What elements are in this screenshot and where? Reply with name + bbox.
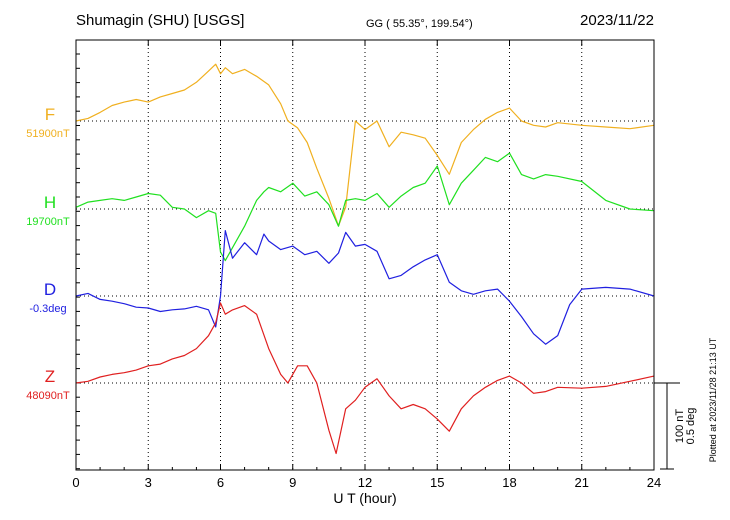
x-axis-label: U T (hour): [333, 490, 396, 506]
x-tick-label-4: 12: [358, 475, 372, 490]
x-tick-label-5: 15: [430, 475, 444, 490]
scale-label-deg: 0.5 deg: [685, 408, 697, 445]
x-tick-label-6: 18: [502, 475, 516, 490]
x-axis: 0 3 6 9 12 15 18 21 24: [72, 40, 661, 490]
date-label: 2023/11/22: [580, 12, 654, 29]
trace-f: [75, 63, 655, 227]
series-baseline-h: 19700nT: [26, 216, 70, 228]
series-baseline-f: 51900nT: [26, 128, 70, 140]
trace-h: [75, 152, 655, 262]
x-tick-label-7: 21: [575, 475, 589, 490]
x-tick-label-3: 9: [289, 475, 296, 490]
scale-bar: 100 nT 0.5 deg: [654, 382, 697, 470]
x-tick-label-8: 24: [647, 475, 661, 490]
x-tick-label-2: 6: [217, 475, 224, 490]
x-tick-label-1: 3: [145, 475, 152, 490]
station-title: Shumagin (SHU) [USGS]: [76, 12, 244, 29]
trace-z: [75, 302, 655, 455]
series-baseline-z: 48090nT: [26, 390, 70, 402]
scale-label-nt: 100 nT: [674, 409, 686, 444]
series-name-d: D: [44, 280, 56, 299]
plotted-timestamp: Plotted at 2023/11/28 21:13 UT: [708, 337, 718, 462]
series-name-z: Z: [45, 367, 55, 386]
grid-lines: [76, 40, 654, 470]
series-name-f: F: [45, 105, 55, 124]
trace-d: [75, 230, 655, 345]
trace-layer: [75, 63, 655, 455]
series-labels: F 51900nT H 19700nT D -0.3deg Z 48090nT: [26, 105, 70, 402]
series-baseline-d: -0.3deg: [29, 303, 66, 315]
coordinates-label: GG ( 55.35°, 199.54°): [366, 18, 473, 30]
series-name-h: H: [44, 193, 56, 212]
x-tick-label-0: 0: [72, 475, 79, 490]
